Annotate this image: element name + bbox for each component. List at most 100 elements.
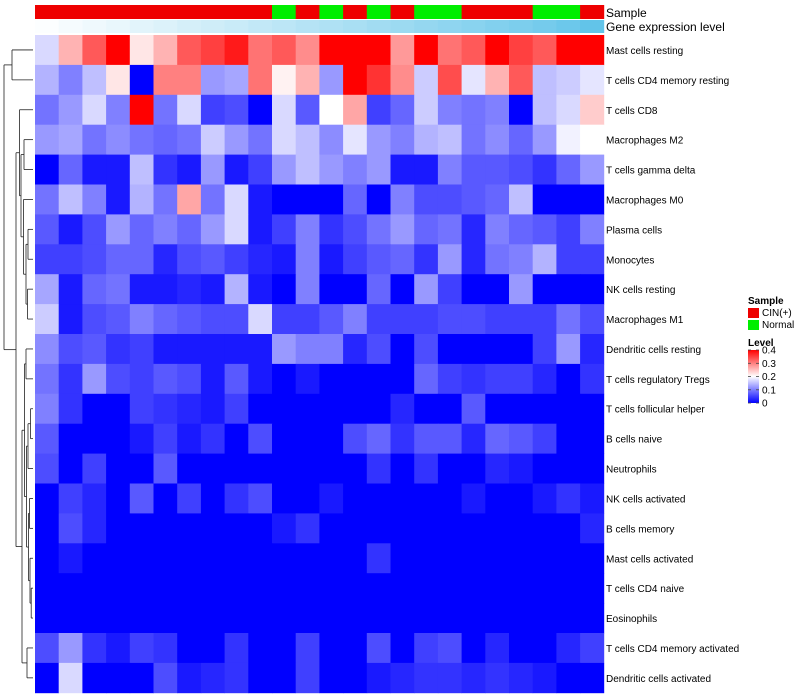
heatmap-cell [319, 334, 344, 365]
heatmap-cell [390, 274, 415, 305]
heatmap-cell [390, 453, 415, 484]
heatmap-cell [509, 244, 534, 275]
heatmap-cell [106, 184, 131, 215]
heatmap-cell [343, 94, 368, 126]
legend-tick-label: 0.3 [762, 359, 776, 370]
heatmap-cell [106, 573, 131, 604]
heatmap-cell [177, 274, 202, 305]
heatmap-cell [272, 543, 297, 574]
heatmap-cell [295, 184, 320, 215]
legend: Sample CIN(+) Normal Level 0.4 0.3 0.2 0.1 0 [748, 296, 794, 410]
heatmap-cell [82, 124, 107, 155]
heatmap-cell [35, 184, 60, 215]
expression-annotation-cell [437, 20, 462, 33]
heatmap-cell [106, 603, 131, 634]
heatmap-cell [82, 214, 107, 245]
heatmap-cell [295, 124, 320, 155]
heatmap-cell [224, 214, 249, 245]
heatmap-cell [485, 184, 510, 215]
heatmap-cell [343, 304, 368, 335]
row-label: NK cells activated [606, 494, 685, 505]
heatmap-cell [177, 214, 202, 245]
heatmap-cell [58, 244, 83, 275]
heatmap-cell [177, 304, 202, 335]
heatmap-cell [177, 483, 202, 514]
heatmap-cell [414, 543, 439, 574]
heatmap-cell [532, 214, 557, 245]
heatmap-cell [153, 94, 178, 126]
heatmap-cell [248, 304, 273, 335]
heatmap-cell [272, 363, 297, 395]
heatmap-cell [82, 334, 107, 365]
heatmap-cell [532, 244, 557, 275]
heatmap-cell [35, 214, 60, 245]
heatmap-cell [414, 573, 439, 604]
heatmap-cell [177, 363, 202, 395]
heatmap-cell [437, 483, 462, 514]
heatmap-cell [106, 64, 131, 96]
heatmap-cell [532, 573, 557, 604]
heatmap-cell [319, 35, 344, 66]
heatmap-cell [532, 334, 557, 365]
legend-level-ticks: 0.4 0.3 0.2 0.1 0 [748, 346, 776, 410]
legend-swatch-cin [748, 308, 759, 318]
heatmap-cell [461, 94, 486, 126]
annotation-label-sample: Sample [606, 6, 647, 20]
heatmap-cell [129, 184, 154, 215]
heatmap-cell [272, 573, 297, 604]
heatmap-cell [295, 154, 320, 185]
heatmap-cell [106, 483, 131, 514]
heatmap-cell [461, 124, 486, 155]
heatmap-cell [129, 573, 154, 604]
row-label: Eosinophils [606, 614, 657, 625]
heatmap-cell [248, 393, 273, 425]
heatmap-cell [106, 453, 131, 484]
row-dendrogram [3, 49, 33, 679]
heatmap-cell [485, 453, 510, 484]
heatmap-cell [129, 94, 154, 126]
heatmap-cell [509, 35, 534, 66]
heatmap-cell [461, 573, 486, 604]
heatmap-cell [485, 573, 510, 604]
heatmap-cell [177, 35, 202, 66]
heatmap-cell [58, 453, 83, 484]
heatmap-cell [390, 543, 415, 574]
heatmap-cell [580, 633, 605, 664]
heatmap-cell [272, 603, 297, 634]
heatmap-cell [58, 543, 83, 574]
heatmap-cell [153, 184, 178, 215]
row-label: Macrophages M0 [606, 195, 684, 206]
heatmap-cell [106, 214, 131, 245]
expression-annotation-cell [35, 20, 60, 33]
heatmap-cell [248, 633, 273, 664]
heatmap-cell [295, 35, 320, 66]
heatmap-cell [485, 35, 510, 66]
heatmap-cell [35, 64, 60, 96]
heatmap-cell [319, 214, 344, 245]
heatmap-cell [485, 334, 510, 365]
heatmap-cell [82, 393, 107, 425]
heatmap-cell [200, 304, 225, 335]
sample-annotation-cell [82, 5, 107, 19]
heatmap-cell [366, 513, 391, 544]
heatmap-cell [35, 334, 60, 365]
sample-annotation-cell [437, 5, 462, 19]
heatmap-cell [153, 662, 178, 694]
heatmap-cell [366, 543, 391, 574]
row-label: Macrophages M2 [606, 136, 684, 147]
heatmap-cell [414, 662, 439, 694]
heatmap-cell [248, 423, 273, 454]
heatmap-cell [509, 662, 534, 694]
heatmap-cell [58, 363, 83, 395]
heatmap-cell [366, 573, 391, 604]
heatmap-cell [106, 423, 131, 454]
heatmap-cell [485, 513, 510, 544]
heatmap-cell [461, 363, 486, 395]
heatmap-cell [200, 483, 225, 514]
heatmap-cell [295, 423, 320, 454]
heatmap-cell [366, 214, 391, 245]
heatmap-cell [200, 35, 225, 66]
heatmap-cell [82, 244, 107, 275]
heatmap-cell [106, 304, 131, 335]
heatmap-cell [509, 214, 534, 245]
